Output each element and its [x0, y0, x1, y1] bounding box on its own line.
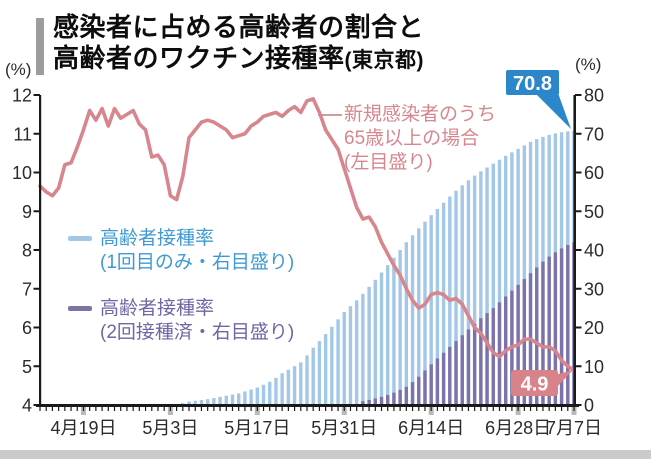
svg-text:9: 9	[22, 202, 32, 222]
line-series-annotation: 新規感染者のうち 65歳以上の場合 (左目盛り)	[344, 103, 496, 175]
svg-text:6月28日: 6月28日	[485, 418, 551, 438]
svg-text:4.9: 4.9	[521, 374, 549, 396]
x-axis	[36, 404, 579, 407]
svg-text:8: 8	[22, 241, 32, 261]
svg-text:12: 12	[12, 86, 32, 106]
legend-second-dose-label: 高齢者接種率 (2回接種済・右目盛り)	[100, 297, 294, 346]
badge-70-8: 70.8	[506, 70, 571, 129]
svg-text:10: 10	[12, 163, 32, 183]
annotation-line2: 65歳以上の場合	[344, 128, 480, 150]
chart-title: 感染者に占める高齢者の割合と 高齢者のワクチン接種率(東京都)	[53, 12, 424, 73]
annotation-line1: 新規感染者のうち	[344, 104, 497, 125]
svg-text:5月31日: 5月31日	[311, 418, 377, 438]
legend-second-dose-swatch	[68, 306, 92, 311]
title-accent-bar	[36, 18, 44, 75]
svg-text:10: 10	[584, 357, 604, 377]
page-bottom-edge	[0, 450, 651, 459]
chart-title-suffix: (東京都)	[344, 48, 425, 72]
svg-text:5月3日: 5月3日	[142, 418, 198, 438]
svg-text:0: 0	[584, 396, 594, 416]
y-axis-right	[573, 95, 576, 407]
right-axis-unit-label: (%)	[575, 55, 602, 74]
legend-first-dose: 高齢者接種率 (1回目のみ・右目盛り)	[68, 227, 294, 276]
annotation-line3: (左目盛り)	[344, 152, 433, 174]
svg-text:30: 30	[584, 279, 604, 299]
x-axis-daily-ticks	[39, 406, 575, 411]
chart-title-line1: 感染者に占める高齢者の割合と	[53, 12, 425, 42]
svg-text:20: 20	[584, 318, 604, 338]
svg-text:70: 70	[584, 124, 604, 144]
svg-text:80: 80	[584, 86, 604, 106]
svg-text:7: 7	[22, 279, 32, 299]
legend-second-dose-line2: (2回接種済・右目盛り)	[100, 322, 295, 344]
svg-text:11: 11	[13, 124, 32, 144]
svg-text:50: 50	[584, 202, 604, 222]
svg-text:6: 6	[22, 318, 32, 338]
svg-text:5: 5	[22, 357, 32, 377]
svg-text:6月14日: 6月14日	[398, 418, 464, 438]
legend-second-dose-line1: 高齢者接種率	[100, 298, 215, 319]
legend-first-dose-label: 高齢者接種率 (1回目のみ・右目盛り)	[100, 227, 294, 276]
svg-text:4月19日: 4月19日	[50, 418, 116, 438]
svg-text:5月17日: 5月17日	[224, 418, 290, 438]
svg-text:7月7日: 7月7日	[546, 418, 602, 438]
right-axis-ticks: 80 70 60 50 40 30 20 10 0	[575, 86, 604, 416]
legend-first-dose-swatch	[68, 236, 92, 241]
left-axis-ticks: 12 11 10 9 8 7 6 5 4	[12, 86, 40, 416]
legend-first-dose-line1: 高齢者接種率	[100, 228, 215, 249]
infection-rate-line	[38, 97, 576, 372]
badge-4-9: 4.9	[511, 370, 573, 396]
y-axis-left	[39, 95, 42, 407]
left-axis-unit-label: (%)	[5, 60, 32, 79]
svg-text:4: 4	[22, 396, 32, 416]
x-axis-major-ticks	[80, 406, 577, 415]
svg-text:70.8: 70.8	[513, 73, 552, 95]
legend-second-dose: 高齢者接種率 (2回接種済・右目盛り)	[68, 297, 294, 346]
svg-text:40: 40	[584, 241, 604, 261]
chart-title-line2: 高齢者のワクチン接種率	[53, 42, 345, 73]
svg-text:60: 60	[584, 163, 604, 183]
legend-first-dose-line2: (1回目のみ・右目盛り)	[100, 252, 295, 274]
